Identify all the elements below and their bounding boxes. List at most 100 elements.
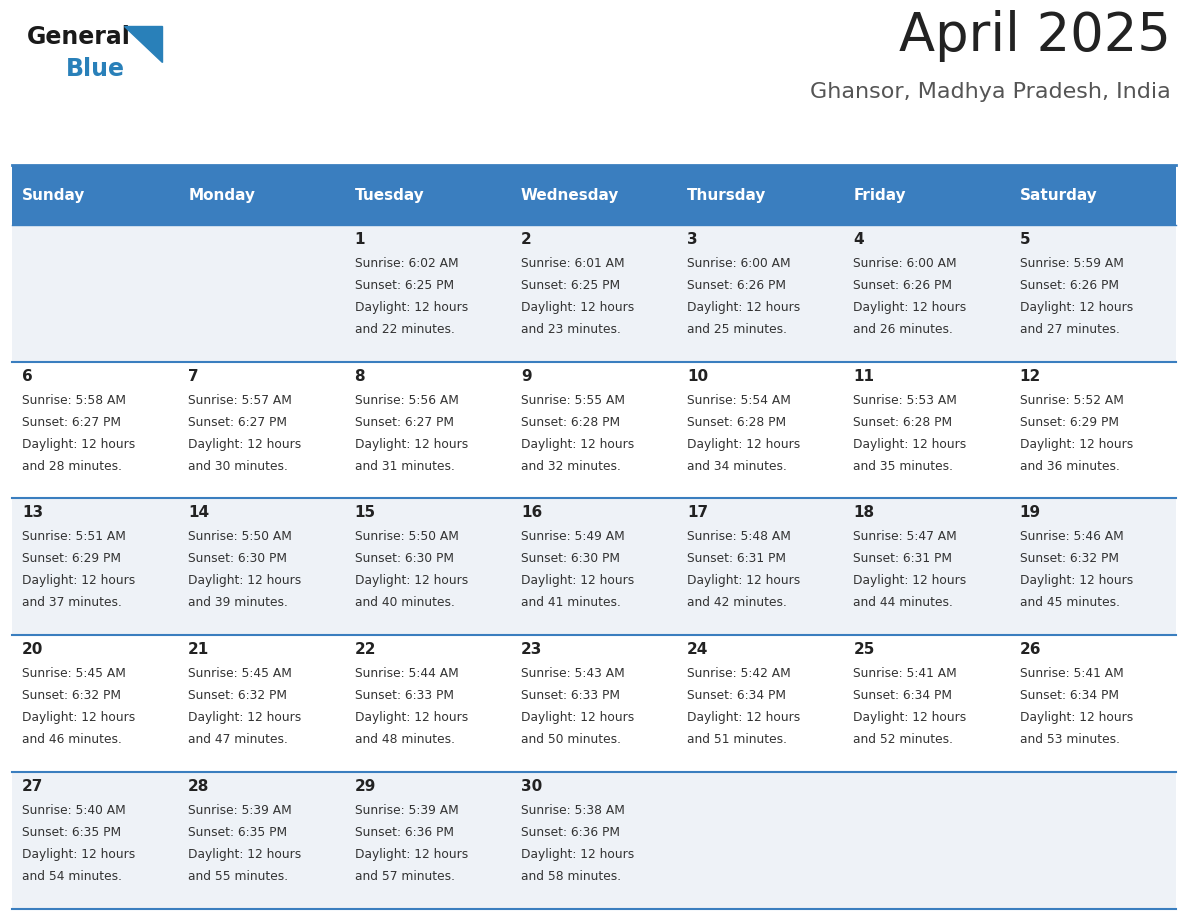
Text: and 41 minutes.: and 41 minutes. bbox=[520, 597, 620, 610]
Text: Sunset: 6:32 PM: Sunset: 6:32 PM bbox=[188, 689, 287, 702]
Text: Daylight: 12 hours: Daylight: 12 hours bbox=[687, 301, 801, 314]
Text: and 48 minutes.: and 48 minutes. bbox=[354, 733, 455, 746]
Text: 5: 5 bbox=[1019, 232, 1030, 247]
Text: Sunrise: 5:55 AM: Sunrise: 5:55 AM bbox=[520, 394, 625, 407]
Text: Sunset: 6:31 PM: Sunset: 6:31 PM bbox=[853, 553, 953, 565]
Bar bbox=[843, 362, 1010, 498]
Text: Sunrise: 5:52 AM: Sunrise: 5:52 AM bbox=[1019, 394, 1124, 407]
Text: Sunset: 6:26 PM: Sunset: 6:26 PM bbox=[853, 279, 953, 292]
Bar bbox=[677, 635, 843, 772]
Text: Sunrise: 5:45 AM: Sunrise: 5:45 AM bbox=[188, 667, 292, 680]
Text: Sunrise: 5:56 AM: Sunrise: 5:56 AM bbox=[354, 394, 459, 407]
Text: 30: 30 bbox=[520, 779, 542, 794]
Bar bbox=[178, 498, 345, 635]
Text: and 23 minutes.: and 23 minutes. bbox=[520, 323, 620, 336]
Text: and 57 minutes.: and 57 minutes. bbox=[354, 870, 455, 883]
Text: Daylight: 12 hours: Daylight: 12 hours bbox=[853, 575, 967, 588]
Bar bbox=[511, 635, 677, 772]
Text: Daylight: 12 hours: Daylight: 12 hours bbox=[188, 438, 302, 451]
Bar bbox=[12, 635, 178, 772]
Text: Sunrise: 5:40 AM: Sunrise: 5:40 AM bbox=[21, 804, 126, 817]
Text: 22: 22 bbox=[354, 643, 377, 657]
Text: Daylight: 12 hours: Daylight: 12 hours bbox=[188, 711, 302, 724]
Text: Sunrise: 5:39 AM: Sunrise: 5:39 AM bbox=[354, 804, 459, 817]
Text: Daylight: 12 hours: Daylight: 12 hours bbox=[21, 438, 135, 451]
Text: Thursday: Thursday bbox=[687, 187, 766, 203]
Text: 17: 17 bbox=[687, 506, 708, 521]
Text: Daylight: 12 hours: Daylight: 12 hours bbox=[1019, 575, 1133, 588]
Text: 24: 24 bbox=[687, 643, 708, 657]
Bar bbox=[12, 772, 178, 909]
Text: Daylight: 12 hours: Daylight: 12 hours bbox=[520, 848, 634, 861]
Bar bbox=[843, 165, 1010, 225]
Bar bbox=[178, 165, 345, 225]
Text: and 32 minutes.: and 32 minutes. bbox=[520, 460, 620, 473]
Text: Daylight: 12 hours: Daylight: 12 hours bbox=[853, 438, 967, 451]
Text: Sunset: 6:34 PM: Sunset: 6:34 PM bbox=[853, 689, 953, 702]
Bar bbox=[12, 362, 178, 498]
Text: Sunrise: 5:46 AM: Sunrise: 5:46 AM bbox=[1019, 531, 1124, 543]
Text: 12: 12 bbox=[1019, 369, 1041, 384]
Bar bbox=[1010, 772, 1176, 909]
Text: Daylight: 12 hours: Daylight: 12 hours bbox=[520, 575, 634, 588]
Text: and 22 minutes.: and 22 minutes. bbox=[354, 323, 454, 336]
Text: 26: 26 bbox=[1019, 643, 1042, 657]
Text: Sunset: 6:34 PM: Sunset: 6:34 PM bbox=[687, 689, 786, 702]
Text: Sunset: 6:28 PM: Sunset: 6:28 PM bbox=[520, 416, 620, 429]
Text: 27: 27 bbox=[21, 779, 43, 794]
Text: 6: 6 bbox=[21, 369, 32, 384]
Text: and 42 minutes.: and 42 minutes. bbox=[687, 597, 786, 610]
Text: Sunset: 6:31 PM: Sunset: 6:31 PM bbox=[687, 553, 786, 565]
Text: Sunrise: 5:50 AM: Sunrise: 5:50 AM bbox=[188, 531, 292, 543]
Text: April 2025: April 2025 bbox=[899, 10, 1171, 62]
Bar bbox=[12, 165, 178, 225]
Text: and 35 minutes.: and 35 minutes. bbox=[853, 460, 954, 473]
Bar bbox=[178, 362, 345, 498]
Text: and 54 minutes.: and 54 minutes. bbox=[21, 870, 122, 883]
Text: Sunrise: 5:41 AM: Sunrise: 5:41 AM bbox=[853, 667, 958, 680]
Text: Sunset: 6:30 PM: Sunset: 6:30 PM bbox=[188, 553, 287, 565]
Text: Ghansor, Madhya Pradesh, India: Ghansor, Madhya Pradesh, India bbox=[810, 82, 1171, 102]
Text: Daylight: 12 hours: Daylight: 12 hours bbox=[354, 575, 468, 588]
Text: Sunrise: 5:54 AM: Sunrise: 5:54 AM bbox=[687, 394, 791, 407]
Text: Sunset: 6:35 PM: Sunset: 6:35 PM bbox=[188, 826, 287, 839]
Text: and 45 minutes.: and 45 minutes. bbox=[1019, 597, 1120, 610]
Text: Sunset: 6:27 PM: Sunset: 6:27 PM bbox=[354, 416, 454, 429]
Text: Daylight: 12 hours: Daylight: 12 hours bbox=[1019, 438, 1133, 451]
Text: Sunset: 6:25 PM: Sunset: 6:25 PM bbox=[354, 279, 454, 292]
Text: and 51 minutes.: and 51 minutes. bbox=[687, 733, 788, 746]
Bar bbox=[511, 165, 677, 225]
Bar bbox=[677, 772, 843, 909]
Bar bbox=[511, 498, 677, 635]
Text: 11: 11 bbox=[853, 369, 874, 384]
Bar bbox=[1010, 165, 1176, 225]
Text: 19: 19 bbox=[1019, 506, 1041, 521]
Text: Sunset: 6:34 PM: Sunset: 6:34 PM bbox=[1019, 689, 1119, 702]
Text: Daylight: 12 hours: Daylight: 12 hours bbox=[520, 711, 634, 724]
Text: and 31 minutes.: and 31 minutes. bbox=[354, 460, 454, 473]
Text: Sunday: Sunday bbox=[21, 187, 86, 203]
Text: Tuesday: Tuesday bbox=[354, 187, 424, 203]
Bar bbox=[178, 225, 345, 362]
Bar bbox=[843, 772, 1010, 909]
Bar bbox=[345, 362, 511, 498]
Bar bbox=[345, 225, 511, 362]
Bar bbox=[1010, 362, 1176, 498]
Text: Sunset: 6:36 PM: Sunset: 6:36 PM bbox=[354, 826, 454, 839]
Text: and 52 minutes.: and 52 minutes. bbox=[853, 733, 954, 746]
Text: Sunset: 6:28 PM: Sunset: 6:28 PM bbox=[853, 416, 953, 429]
Text: 2: 2 bbox=[520, 232, 531, 247]
Text: Sunrise: 5:45 AM: Sunrise: 5:45 AM bbox=[21, 667, 126, 680]
Text: and 40 minutes.: and 40 minutes. bbox=[354, 597, 454, 610]
Text: 9: 9 bbox=[520, 369, 531, 384]
Bar bbox=[677, 362, 843, 498]
Text: Sunrise: 5:44 AM: Sunrise: 5:44 AM bbox=[354, 667, 459, 680]
Bar bbox=[1010, 498, 1176, 635]
Bar bbox=[345, 772, 511, 909]
Text: Sunrise: 5:50 AM: Sunrise: 5:50 AM bbox=[354, 531, 459, 543]
Text: Daylight: 12 hours: Daylight: 12 hours bbox=[853, 301, 967, 314]
Text: Sunset: 6:32 PM: Sunset: 6:32 PM bbox=[1019, 553, 1119, 565]
Text: Sunset: 6:30 PM: Sunset: 6:30 PM bbox=[354, 553, 454, 565]
Text: Sunset: 6:27 PM: Sunset: 6:27 PM bbox=[21, 416, 121, 429]
Text: Daylight: 12 hours: Daylight: 12 hours bbox=[188, 575, 302, 588]
